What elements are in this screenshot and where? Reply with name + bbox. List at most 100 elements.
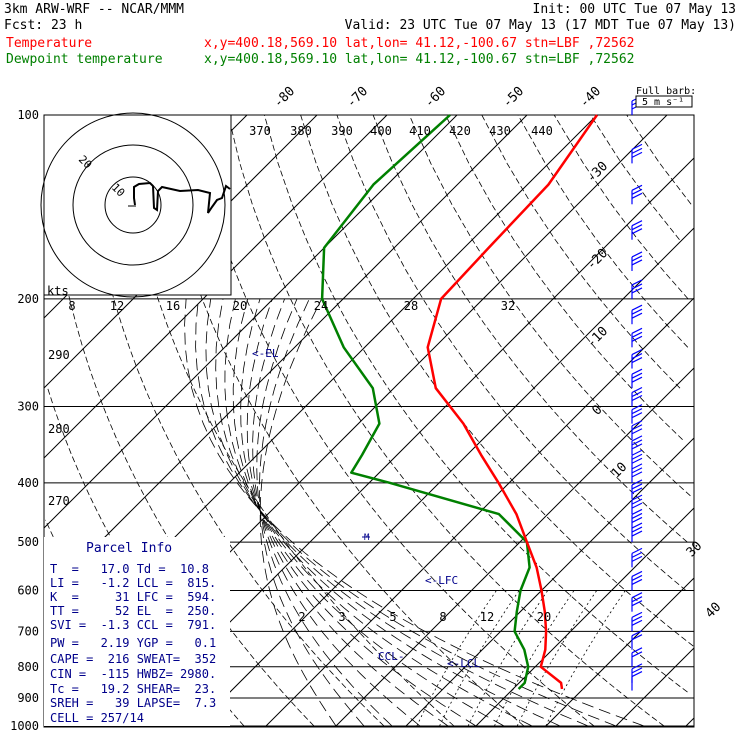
wind-barb-flag	[631, 615, 643, 622]
mixing-ratio-label: 12	[480, 610, 494, 624]
pressure-tick-label: 800	[17, 660, 39, 674]
init-time: Init: 00 UTC Tue 07 May 13	[533, 2, 737, 17]
temperature-tick-label: -10	[584, 324, 611, 351]
wind-barb-flag	[631, 570, 643, 577]
isotherm	[475, 507, 695, 727]
wind-barb-flag	[631, 634, 643, 641]
wind-barb-flag	[631, 671, 643, 678]
wind-barb-flag	[631, 279, 643, 286]
wind-barb-flag	[631, 502, 643, 509]
parcel-row-7: CIN = -115 HWBZ= 2980.	[50, 667, 216, 681]
moist-adiabat	[215, 298, 561, 727]
wind-barb-flag	[631, 224, 643, 231]
temperature-tick-label: 40	[703, 600, 725, 622]
dry-adiabat	[300, 114, 694, 647]
wind-barb-flag	[631, 596, 643, 603]
pressure-tick-label: 1000	[10, 719, 39, 733]
wind-barb-flag	[631, 578, 643, 585]
pressure-tick-label: 500	[17, 535, 39, 549]
wind-barb-flag	[631, 304, 643, 311]
mixing-ratio-label: 5	[389, 610, 396, 624]
dry-adiabat	[372, 114, 688, 543]
wind-barb	[631, 220, 643, 240]
moist-adiabat	[252, 298, 421, 727]
wind-barb-flag	[631, 600, 643, 607]
wind-barb-flag	[631, 420, 643, 427]
moist-adiabat	[184, 298, 645, 727]
parcel-row-1: LI = -1.2 LCL = 815.	[50, 576, 216, 590]
hodograph-units-label: kts	[47, 284, 69, 298]
wind-barb-flag	[631, 512, 643, 519]
forecast-hour: Fcst: 23 h	[4, 18, 82, 33]
wind-barb	[631, 592, 643, 612]
temperature-tick-label: -70	[344, 84, 371, 111]
wind-barb-flag	[631, 457, 643, 464]
pressure-tick-label: 200	[17, 292, 39, 306]
mixing-ratio-line	[545, 590, 626, 727]
wind-barb-flag	[631, 386, 643, 394]
hodograph-ring	[104, 176, 162, 234]
wind-barb	[631, 184, 643, 205]
parcel-row-2: K = 31 LFC = 594.	[50, 590, 216, 604]
wind-barb-flag	[631, 353, 643, 360]
hodograph-speed-label: 20	[233, 299, 247, 313]
moist-adiabat	[256, 298, 393, 727]
parcel-row-10: CELL = 257/14	[50, 711, 144, 725]
wind-barb	[631, 279, 643, 299]
wind-barb	[631, 449, 643, 470]
wind-barb-flag	[631, 331, 643, 338]
theta-e-label: 440	[531, 124, 553, 138]
wind-barb-flag	[631, 335, 643, 342]
theta-label: 280	[48, 422, 70, 436]
dry-adiabat	[336, 114, 687, 591]
wind-barb-flag	[631, 611, 643, 618]
temperature-location: x,y=400.18,569.10 lat,lon= 41.12,-100.67…	[204, 36, 634, 51]
barb-legend-units: 5 m s⁻¹	[642, 97, 684, 108]
wind-barb-flag	[631, 494, 643, 501]
barb-legend-box	[635, 95, 693, 108]
theta-e-label: 430	[489, 124, 511, 138]
wind-barbs	[631, 95, 643, 691]
wind-barb-flag	[631, 651, 643, 658]
hodograph-frame	[43, 114, 232, 296]
theta-label: 290	[48, 348, 70, 362]
parcel-row-5: PW = 2.19 YGP = 0.1	[50, 636, 216, 650]
temperature-tick-label: -20	[584, 246, 611, 273]
isotherm	[265, 297, 695, 727]
wind-barb-flag	[631, 308, 643, 315]
moist-adiabat	[195, 298, 617, 727]
wind-barb	[631, 647, 643, 667]
wind-barb-flag	[631, 349, 643, 356]
mixing-ratio-line	[467, 590, 549, 727]
wind-barb	[631, 420, 643, 440]
tick-labels: 100 200 300 400 500 600 700 800 900 1000 -80 -70 -60…	[10, 84, 724, 733]
hodograph-trace	[133, 181, 231, 214]
wind-barb-flag	[631, 467, 643, 474]
wind-barb-flag	[631, 547, 643, 554]
wind-barb-flag	[631, 508, 643, 515]
dewpoint-line	[320, 114, 531, 690]
parcel-marker-el: <-EL	[252, 347, 279, 360]
wind-barb-flag	[631, 619, 643, 626]
wind-barb-flag	[631, 251, 643, 258]
wind-barb-flag	[631, 522, 643, 529]
wind-barb	[631, 522, 643, 543]
isotherm	[545, 577, 695, 727]
parcel-marker-m: M	[364, 533, 370, 543]
wind-barb	[631, 463, 643, 483]
wind-barb-flag	[631, 412, 643, 419]
wind-barb-flag	[631, 592, 643, 599]
pressure-tick-label: 300	[17, 400, 39, 414]
hodograph-speed-label: 24	[314, 299, 328, 313]
theta-e-label: 400	[370, 124, 392, 138]
moist-adiabat	[224, 298, 533, 727]
temperature-tick-label: -60	[422, 84, 449, 111]
wind-barb	[631, 671, 643, 691]
mixing-ratio-line	[494, 590, 575, 727]
parcel-info-title: Parcel Info	[86, 541, 172, 556]
dry-adiabat	[408, 114, 691, 497]
wind-barb-flag	[631, 555, 643, 562]
temperature-line	[426, 114, 599, 690]
wind-barb-flag	[631, 255, 643, 262]
